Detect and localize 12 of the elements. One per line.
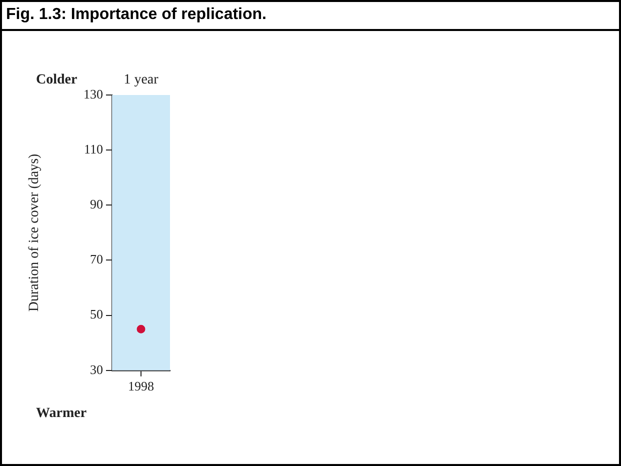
y-tick-label: 90 xyxy=(90,196,103,212)
y-tick-label: 110 xyxy=(84,142,103,156)
text: Colder xyxy=(36,72,78,88)
x-tick-label: 1998 xyxy=(128,378,154,394)
text: Warmer xyxy=(36,406,87,422)
band-label: 1 year xyxy=(124,72,159,88)
y-tick-label: 30 xyxy=(90,362,103,377)
y-axis-title: Duration of ice cover (days) xyxy=(27,153,42,312)
y-tick-label: 130 xyxy=(84,86,103,102)
chart-title: Fig. 1.3: Importance of replication. xyxy=(2,2,619,31)
y-tick-label: 50 xyxy=(90,306,103,322)
y-tick-label: 70 xyxy=(90,252,103,267)
